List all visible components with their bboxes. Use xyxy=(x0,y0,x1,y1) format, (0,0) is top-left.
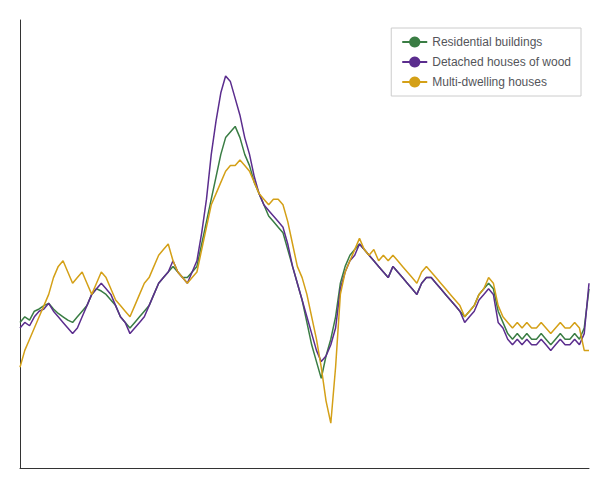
svg-text:Detached houses of wood: Detached houses of wood xyxy=(432,55,571,69)
svg-text:Residential buildings: Residential buildings xyxy=(432,35,542,49)
svg-text:Multi-dwelling houses: Multi-dwelling houses xyxy=(432,75,547,89)
